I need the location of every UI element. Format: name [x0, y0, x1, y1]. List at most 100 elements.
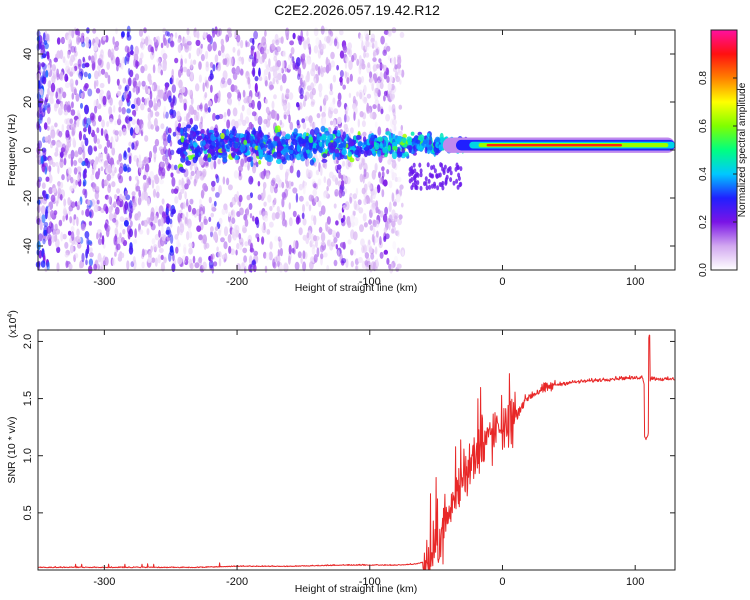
spectrogram-cell	[347, 42, 353, 50]
spectrogram-signal-cell	[284, 139, 289, 146]
spectrogram-cell	[395, 193, 401, 203]
spectrogram-cell	[242, 224, 247, 234]
spectrogram-cell	[129, 210, 133, 219]
spectrogram-cell	[385, 113, 391, 122]
spectrogram-cell	[227, 78, 232, 86]
spectrogram-cell	[255, 50, 261, 61]
spectrogram-cell	[74, 253, 79, 259]
spectrogram-signal-cell	[205, 139, 211, 145]
spectrogram-cell	[257, 115, 263, 126]
spectrogram-cell	[46, 125, 50, 131]
spectrogram-cell	[171, 68, 174, 78]
spectrogram-cell	[88, 55, 91, 61]
spectrogram-cell	[261, 236, 265, 245]
spectrogram-cell	[69, 216, 73, 224]
spectrogram-cell	[229, 56, 234, 67]
spectrogram-cell	[38, 40, 41, 50]
colorbar-tick-label: 0.8	[698, 71, 709, 85]
spectrogram-cell	[114, 194, 118, 200]
spectrogram-cell	[141, 123, 144, 132]
spectrogram-cell	[183, 247, 187, 255]
spectrogram-cell	[280, 36, 284, 44]
spectrogram-cell	[128, 155, 132, 165]
spectrogram-signal-cell	[349, 157, 355, 163]
spectrogram-cell	[167, 37, 172, 44]
spectrogram-cell	[70, 226, 75, 233]
spectrogram-cell	[132, 204, 136, 211]
spectrogram-cell	[76, 228, 80, 237]
spectrogram-cell	[210, 212, 214, 218]
spectrogram-cell	[115, 219, 119, 228]
spectrogram-cell	[318, 226, 323, 233]
spectrogram-signal-cell	[293, 128, 298, 135]
spectrogram-cell	[392, 201, 397, 207]
spectrogram-cell	[252, 38, 255, 46]
spectrogram-cell	[152, 145, 158, 154]
spectrogram-signal-cell	[266, 154, 272, 162]
spectrogram-signal-cell	[184, 131, 188, 139]
spectrogram-cell	[273, 49, 278, 58]
spectrogram-signal-cell	[291, 139, 298, 146]
spectrogram-cell	[240, 39, 244, 49]
spectrogram-cell	[132, 256, 136, 265]
spectrogram-cell	[207, 106, 211, 113]
spectrogram-cell	[355, 187, 359, 196]
spectrogram-cell	[162, 53, 168, 60]
spectrogram-cell	[151, 257, 156, 264]
spectrogram-signal-cell	[221, 148, 227, 153]
spectrogram-cell	[317, 66, 321, 76]
spectrogram-cell	[370, 194, 373, 203]
spectrogram-cell	[124, 201, 129, 211]
spectrogram-cell	[111, 147, 116, 156]
spectrogram-signal-cell	[326, 135, 331, 140]
spectrogram-cell	[130, 44, 134, 52]
spectrogram-cell	[302, 186, 306, 195]
spectrogram-cell	[116, 243, 121, 251]
spectrogram-cell	[64, 252, 69, 258]
spectrogram-cell	[77, 58, 82, 67]
spectrogram-cell	[133, 198, 136, 208]
spectrogram-cell	[156, 58, 161, 64]
spectrogram-cell	[59, 151, 64, 158]
spectrogram-cell	[40, 155, 44, 165]
spectrogram-cell	[59, 181, 64, 189]
spectrogram-cell	[168, 95, 172, 103]
spectrogram-cell	[170, 172, 174, 178]
spectrogram-cell	[212, 41, 217, 52]
spectrogram-cell	[336, 64, 339, 71]
spectrogram-cell	[339, 29, 344, 36]
spectrogram-cell	[66, 104, 72, 113]
snr-background	[38, 330, 675, 570]
spectrogram-cell	[144, 135, 149, 142]
spectrogram-signal-cell	[224, 135, 229, 141]
spectrogram-cell	[126, 260, 130, 270]
spectrogram-signal-cell	[177, 128, 181, 133]
spectrogram-cell	[391, 225, 396, 234]
spectrogram-cell	[302, 250, 306, 260]
spectrogram-cell	[263, 68, 269, 76]
spectrogram-cell	[326, 178, 332, 187]
spectrogram-cell	[151, 84, 155, 91]
spectrogram-cell	[351, 54, 355, 63]
spectrogram-cell	[138, 189, 142, 198]
spectrogram-cell	[110, 48, 115, 58]
spectrogram-cell	[186, 231, 190, 241]
spectrogram-cell	[391, 220, 396, 228]
spectrogram-cell	[310, 101, 315, 107]
spectrogram-cell	[43, 122, 48, 130]
spectrogram-cell	[127, 147, 131, 153]
spectrogram-cell	[279, 119, 283, 126]
spectrogram-cell	[140, 52, 144, 60]
spectrogram-cell	[240, 158, 245, 168]
spectrogram-cell	[64, 73, 69, 83]
spectrogram-cell	[169, 245, 174, 253]
spectrogram-cell	[83, 172, 87, 179]
spectrogram-cell	[114, 120, 117, 126]
spectrogram-signal-cell	[314, 127, 320, 136]
x-tick-label: 0	[499, 576, 505, 588]
spectrogram-cell	[326, 239, 331, 247]
spectrogram-cell	[379, 71, 383, 81]
spectrogram-cell	[342, 214, 346, 222]
spectrogram-cell	[148, 99, 154, 108]
spectrogram-cell	[202, 112, 206, 119]
